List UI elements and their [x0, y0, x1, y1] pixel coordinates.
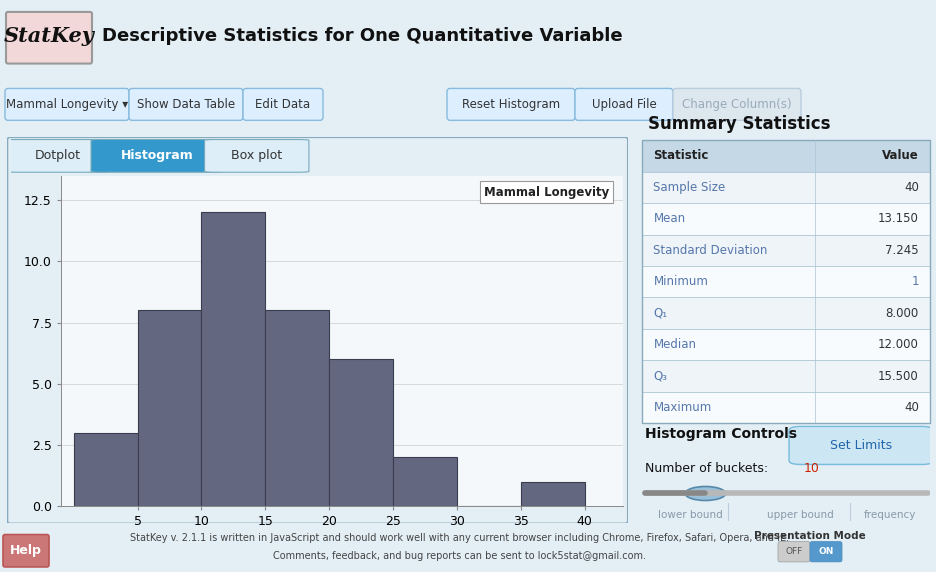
Bar	[641, 297, 929, 329]
Text: StatKey v. 2.1.1 is written in JavaScript and should work well with any current : StatKey v. 2.1.1 is written in JavaScrip…	[130, 533, 789, 543]
Text: 40: 40	[903, 181, 918, 194]
Text: Statistic: Statistic	[652, 149, 708, 162]
Text: 1: 1	[911, 275, 918, 288]
Text: Q₁: Q₁	[652, 307, 666, 320]
Text: 7.245: 7.245	[885, 244, 918, 257]
Bar	[329, 359, 393, 506]
Text: Summary Statistics: Summary Statistics	[647, 116, 829, 133]
Text: 15.500: 15.500	[877, 370, 918, 383]
FancyBboxPatch shape	[91, 140, 223, 172]
Text: Comments, feedback, and bug reports can be sent to lock5stat@gmail.com.: Comments, feedback, and bug reports can …	[273, 551, 646, 561]
FancyBboxPatch shape	[777, 542, 809, 562]
Bar	[641, 235, 929, 266]
Text: Sample Size: Sample Size	[652, 181, 724, 194]
Text: frequency: frequency	[863, 510, 915, 519]
Text: Help: Help	[10, 544, 42, 557]
FancyBboxPatch shape	[809, 542, 841, 562]
Text: Mammal Longevity ▾: Mammal Longevity ▾	[6, 98, 128, 111]
Bar	[641, 172, 929, 203]
Bar	[641, 266, 929, 297]
Text: Histogram: Histogram	[121, 149, 193, 162]
Bar	[393, 457, 457, 506]
Text: Q₃: Q₃	[652, 370, 666, 383]
Text: Show Data Table: Show Data Table	[137, 98, 235, 111]
Text: Reset Histogram: Reset Histogram	[461, 98, 560, 111]
FancyBboxPatch shape	[3, 535, 49, 567]
Bar	[201, 212, 265, 506]
Text: upper bound: upper bound	[767, 510, 833, 519]
Text: Dotplot: Dotplot	[35, 149, 80, 162]
Text: Median: Median	[652, 338, 695, 351]
Text: Histogram Controls: Histogram Controls	[644, 427, 796, 442]
Text: Standard Deviation: Standard Deviation	[652, 244, 767, 257]
Text: Change Column(s): Change Column(s)	[681, 98, 791, 111]
Text: 12.000: 12.000	[877, 338, 918, 351]
Text: Presentation Mode: Presentation Mode	[753, 531, 865, 541]
Bar	[641, 140, 929, 172]
Bar	[641, 329, 929, 360]
Text: StatKey: StatKey	[4, 26, 95, 46]
Bar	[265, 310, 329, 506]
Bar	[641, 392, 929, 423]
Text: 10: 10	[802, 462, 818, 475]
FancyBboxPatch shape	[6, 12, 92, 63]
Text: Edit Data: Edit Data	[256, 98, 310, 111]
FancyBboxPatch shape	[204, 140, 309, 172]
FancyBboxPatch shape	[129, 89, 242, 120]
Text: Minimum: Minimum	[652, 275, 708, 288]
Bar	[138, 310, 201, 506]
Text: Box plot: Box plot	[231, 149, 282, 162]
FancyBboxPatch shape	[672, 89, 800, 120]
Text: 40: 40	[903, 401, 918, 414]
Text: lower bound: lower bound	[657, 510, 722, 519]
Bar	[74, 433, 138, 506]
Circle shape	[684, 486, 724, 500]
Text: Mammal Longevity: Mammal Longevity	[483, 185, 608, 198]
Text: Upload File: Upload File	[591, 98, 656, 111]
Text: 13.150: 13.150	[877, 212, 918, 225]
Text: Maximum: Maximum	[652, 401, 710, 414]
Text: 8.000: 8.000	[885, 307, 918, 320]
FancyBboxPatch shape	[446, 89, 575, 120]
Text: Descriptive Statistics for One Quantitative Variable: Descriptive Statistics for One Quantitat…	[102, 27, 622, 45]
FancyBboxPatch shape	[788, 427, 932, 464]
Text: OFF: OFF	[784, 547, 802, 556]
FancyBboxPatch shape	[5, 89, 129, 120]
Bar	[520, 482, 584, 506]
Bar	[641, 203, 929, 235]
Text: Value: Value	[881, 149, 918, 162]
Text: Number of buckets:: Number of buckets:	[644, 462, 767, 475]
Text: Set Limits: Set Limits	[829, 439, 891, 452]
FancyBboxPatch shape	[575, 89, 672, 120]
Text: Mean: Mean	[652, 212, 685, 225]
FancyBboxPatch shape	[242, 89, 323, 120]
FancyBboxPatch shape	[5, 140, 110, 172]
Bar	[641, 360, 929, 392]
Text: ON: ON	[817, 547, 833, 556]
